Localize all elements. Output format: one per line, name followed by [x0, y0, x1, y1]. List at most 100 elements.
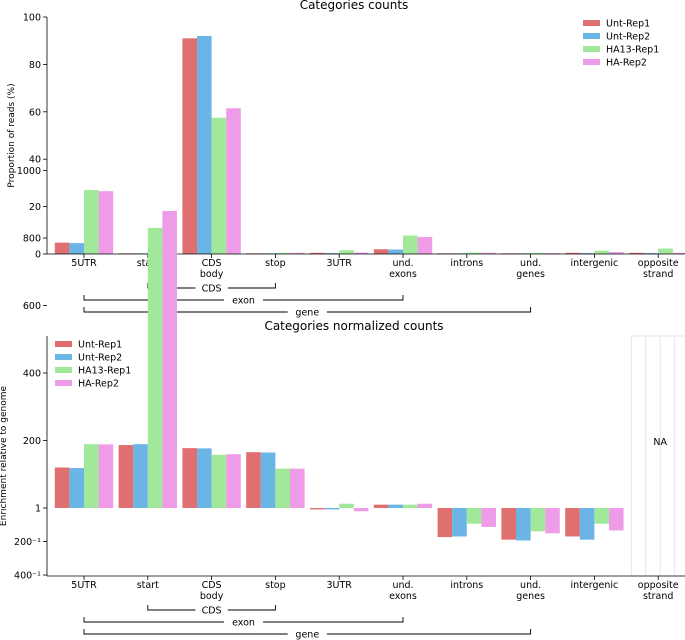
bar-ha-rep2-6: [481, 508, 496, 527]
legend-swatch: [55, 341, 72, 347]
bar-unt-rep2-4: [324, 253, 340, 254]
bar-ha13-rep1-8: [594, 250, 609, 254]
bar-unt-rep2-5: [388, 249, 403, 254]
y-tick-label: 60: [29, 107, 41, 118]
chart-title: Categories counts: [300, 0, 409, 12]
bar-unt-rep2-8: [579, 508, 595, 540]
panel-1: Categories counts Proportion of reads (%)…: [7, 0, 685, 319]
bar-unt-rep1-0: [54, 467, 70, 508]
bracket-label: gene: [295, 630, 319, 640]
legend-label: Unt-Rep2: [606, 32, 650, 43]
y-tick-label: 200⁻¹: [14, 537, 41, 548]
x-tick-label: opposite strand: [638, 258, 679, 280]
legend-label: Unt-Rep1: [606, 19, 650, 30]
bar-ha-rep2-6: [481, 252, 496, 254]
bracket-gene: [83, 629, 532, 635]
bracket-CDS: [147, 605, 276, 611]
bar-ha13-rep1-4: [339, 503, 354, 508]
bar-ha13-rep1-9: [658, 248, 673, 254]
bar-ha13-rep1-8: [594, 508, 609, 524]
bar-unt-rep1-5: [373, 504, 389, 508]
bar-unt-rep1-4: [310, 252, 325, 254]
x-tick-label: und. exons: [389, 258, 417, 280]
bar-unt-rep1-9: [629, 252, 644, 254]
legend-label: Unt-Rep2: [78, 353, 122, 364]
legend-swatch: [583, 33, 600, 39]
na-box: [630, 335, 685, 577]
bar-ha13-rep1-1: [147, 227, 163, 509]
bar-ha-rep2-0: [98, 444, 114, 508]
x-tick-label: intergenic: [571, 580, 619, 591]
legend-swatch: [55, 380, 72, 386]
bar-unt-rep1-2: [182, 448, 197, 508]
y-tick-label: 100: [23, 13, 41, 24]
y-tick-label: 200: [23, 436, 41, 447]
bar-unt-rep1-1: [118, 445, 134, 508]
bracket-exon: [83, 617, 404, 623]
bar-unt-rep2-0: [69, 243, 84, 254]
bar-ha13-rep1-2: [211, 454, 227, 508]
bar-ha13-rep1-5: [403, 504, 418, 508]
bracket-label: exon: [232, 618, 255, 629]
bracket-exon: [83, 295, 404, 301]
bar-unt-rep2-3: [260, 452, 276, 508]
x-tick-label: introns: [450, 258, 483, 269]
bar-ha13-rep1-7: [530, 508, 546, 532]
bracket-gene: [83, 307, 532, 313]
bar-ha13-rep1-3: [275, 252, 290, 254]
bar-unt-rep2-2: [197, 448, 212, 508]
x-tick-label: opposite strand: [638, 580, 679, 602]
y-tick-label: 600: [23, 301, 41, 312]
legend-swatch: [583, 59, 600, 65]
y-tick-label: 400: [23, 369, 41, 380]
y-tick-label: 1000: [17, 166, 41, 177]
bar-unt-rep1-4: [310, 508, 325, 510]
bar-ha13-rep1-0: [84, 444, 99, 508]
bar-unt-rep2-6: [452, 508, 467, 537]
bar-ha-rep2-3: [290, 252, 305, 254]
bar-ha-rep2-0: [98, 191, 114, 254]
bar-ha-rep2-9: [672, 252, 685, 254]
bar-unt-rep2-8: [579, 253, 595, 254]
y-tick-label: 40: [29, 155, 41, 166]
bar-unt-rep1-6: [437, 508, 453, 538]
legend-label: Unt-Rep1: [78, 340, 122, 351]
bar-unt-rep1-8: [565, 252, 580, 254]
x-tick-label: CDS body: [200, 580, 224, 602]
x-tick-label: CDS body: [200, 258, 224, 280]
panel-2: Categories normalized counts Enrichment r…: [0, 166, 685, 640]
bar-unt-rep2-1: [133, 444, 148, 508]
bar-ha-rep2-7: [545, 508, 560, 534]
x-tick-label: 3UTR: [326, 580, 352, 591]
y-axis-label: Proportion of reads (%): [7, 83, 17, 187]
y-tick-label: 80: [29, 60, 41, 71]
bar-ha-rep2-4: [353, 508, 369, 512]
bar-ha13-rep1-7: [530, 252, 546, 254]
chart-title: Categories normalized counts: [264, 319, 443, 333]
x-tick-label: 5UTR: [71, 580, 97, 591]
y-tick-label: 20: [29, 202, 41, 213]
bar-unt-rep1-0: [54, 242, 70, 254]
bar-unt-rep1-5: [373, 249, 389, 254]
bracket-label: CDS: [202, 284, 222, 295]
bar-ha-rep2-2: [226, 108, 241, 254]
legend-swatch: [583, 46, 600, 52]
bar-unt-rep2-2: [197, 35, 212, 255]
bar-unt-rep2-4: [324, 508, 340, 510]
legend-swatch: [583, 20, 600, 26]
bracket-label: CDS: [202, 606, 222, 617]
x-tick-label: 3UTR: [326, 258, 352, 269]
bar-unt-rep1-3: [246, 452, 261, 508]
bar-ha-rep2-8: [609, 252, 624, 254]
bar-ha-rep2-8: [609, 508, 624, 531]
bar-unt-rep1-2: [182, 38, 197, 254]
y-tick-label: 1: [35, 504, 41, 515]
bar-ha13-rep1-0: [84, 190, 99, 254]
legend-label: HA-Rep2: [606, 58, 647, 69]
bar-ha13-rep1-6: [466, 252, 482, 254]
bar-unt-rep2-0: [69, 468, 84, 508]
y-tick-label: 800: [23, 234, 41, 245]
y-tick-label: 400⁻¹: [14, 571, 41, 582]
bar-ha-rep2-2: [226, 454, 241, 508]
